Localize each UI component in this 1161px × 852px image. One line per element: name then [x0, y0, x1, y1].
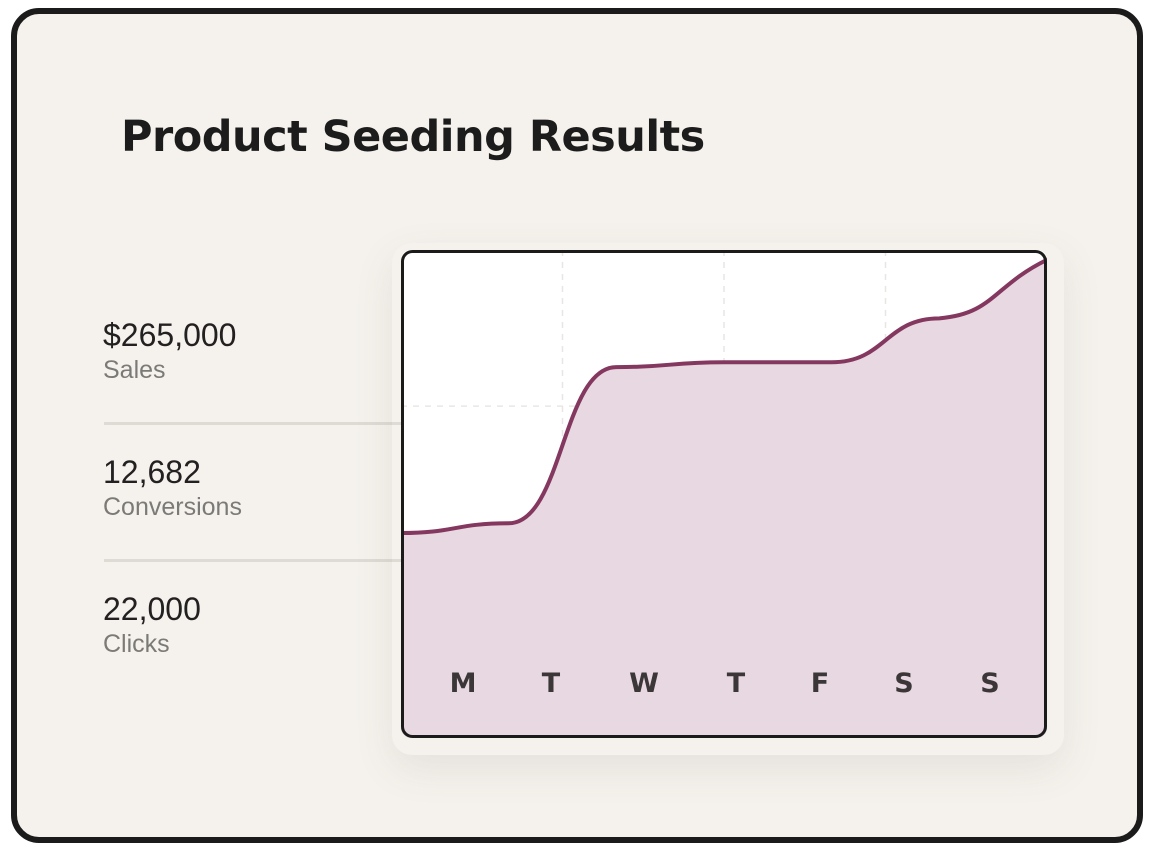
x-tick-label: M — [450, 668, 477, 699]
metric-conversions: 12,682 Conversions — [103, 453, 242, 523]
metric-divider — [104, 422, 404, 425]
series-area — [401, 259, 1047, 738]
series-line — [401, 257, 1047, 536]
metric-value: 22,000 — [103, 591, 201, 627]
metric-label: Conversions — [103, 493, 242, 521]
metric-sales: $265,000 Sales — [103, 316, 236, 386]
chart-border — [401, 250, 1047, 738]
x-tick-label: S — [980, 668, 999, 699]
metric-divider — [104, 559, 404, 562]
metric-label: Sales — [103, 356, 166, 384]
metric-clicks: 22,000 Clicks — [103, 590, 201, 660]
metric-value: $265,000 — [103, 317, 237, 353]
metric-label: Clicks — [103, 630, 170, 658]
x-tick-label: T — [542, 668, 561, 699]
metric-value: 12,682 — [103, 454, 201, 490]
x-tick-label: T — [727, 668, 746, 699]
x-tick-label: W — [629, 668, 659, 699]
x-tick-label: S — [894, 668, 913, 699]
card-title: Product Seeding Results — [121, 112, 705, 162]
x-tick-label: F — [811, 668, 829, 699]
